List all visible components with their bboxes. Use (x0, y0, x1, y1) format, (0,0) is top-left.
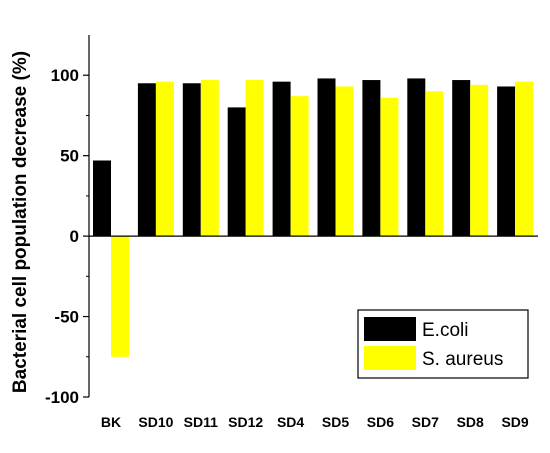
y-tick-label: -100 (45, 388, 79, 407)
bar-e-coli-sd8 (452, 80, 471, 237)
x-tick-label-bk: BK (101, 414, 121, 430)
x-tick-label-sd4: SD4 (277, 414, 304, 430)
bar-s-aureus-sd5 (335, 86, 354, 237)
bar-e-coli-sd11 (182, 83, 201, 237)
x-tick-label-sd7: SD7 (412, 414, 439, 430)
y-tick-label: 50 (60, 147, 79, 166)
bar-e-coli-sd5 (317, 78, 336, 237)
bar-s-aureus-sd8 (470, 84, 489, 237)
y-tick-label: 0 (70, 227, 79, 246)
bar-e-coli-sd4 (272, 81, 291, 237)
bars-group (93, 78, 534, 357)
bar-s-aureus-bk (111, 236, 129, 357)
legend-swatch-s-aureus (364, 346, 416, 370)
y-axis-label: Bacterial cell population decrease (%) (10, 51, 31, 393)
x-tick-label-sd12: SD12 (228, 414, 263, 430)
bar-s-aureus-sd6 (380, 97, 399, 237)
bar-s-aureus-sd11 (200, 80, 219, 237)
ticks-group: BK SD10 SD11 SD12 SD4 SD5 SD6 SD7 SD8 SD9 -100 -50 0… (45, 66, 529, 430)
bar-s-aureus-sd7 (425, 91, 444, 237)
x-tick-label-sd5: SD5 (322, 414, 349, 430)
bar-e-coli-sd10 (137, 83, 156, 237)
x-tick-label-sd8: SD8 (457, 414, 484, 430)
axes-group (88, 35, 538, 397)
bar-s-aureus-sd10 (155, 81, 174, 237)
x-tick-label-sd10: SD10 (138, 414, 173, 430)
x-tick-label-sd11: SD11 (184, 414, 218, 430)
bar-e-coli-bk (93, 160, 111, 237)
legend-label-e-coli: E.coli (422, 320, 468, 341)
bar-s-aureus-sd9 (515, 81, 534, 237)
x-tick-label-sd6: SD6 (367, 414, 394, 430)
bar-s-aureus-sd12 (245, 80, 264, 237)
bar-e-coli-sd9 (497, 86, 516, 237)
legend-swatch-e-coli (364, 317, 416, 341)
legend-label-s-aureus: S. aureus (422, 349, 503, 370)
legend: E.coli S. aureus (357, 309, 529, 379)
bar-e-coli-sd6 (362, 80, 381, 237)
bar-s-aureus-sd4 (290, 96, 309, 237)
y-tick-label: 100 (51, 66, 79, 85)
y-tick-label: -50 (54, 308, 79, 327)
x-tick-label-sd9: SD9 (501, 414, 528, 430)
bar-e-coli-sd7 (407, 78, 426, 237)
bar-e-coli-sd12 (227, 107, 246, 237)
